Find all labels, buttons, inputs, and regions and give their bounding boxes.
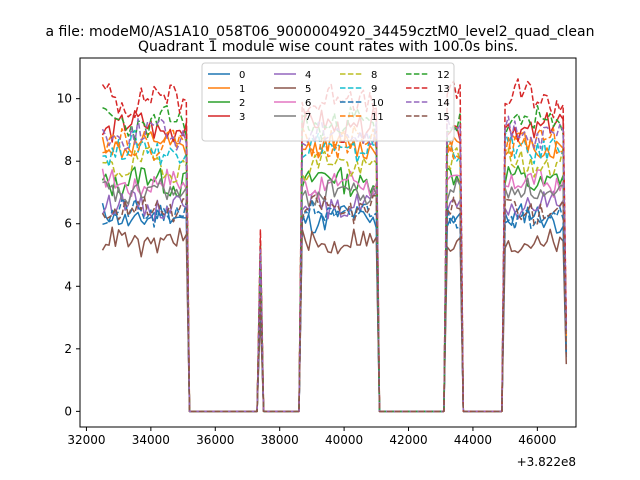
legend-label-12: 12 [437,70,450,81]
y-tick-label-8: 8 [64,154,72,168]
plot-area-frame [79,57,577,428]
x-tick-label-38000: 38000 [261,433,299,447]
chart-title: Quadrant 1 module wise count rates with … [138,39,518,55]
legend-label-10: 10 [371,98,384,109]
x-axis-offset-label: +3.822e8 [517,455,576,469]
legend-label-7: 7 [305,112,311,123]
x-tick-label-42000: 42000 [389,433,427,447]
series-line-4 [101,189,568,413]
legend-label-8: 8 [371,70,377,81]
legend-label-14: 14 [437,98,450,109]
series-line-3 [101,107,568,413]
series-line-0 [101,203,568,413]
x-tick-label-36000: 36000 [196,433,234,447]
y-axis: 0 2 4 6 8 10 [57,92,80,418]
legend-label-6: 6 [305,98,311,109]
series-line-12 [102,104,568,413]
y-tick-label-10: 10 [57,92,72,106]
series-line-5 [101,226,568,413]
y-tick-label-2: 2 [64,342,72,356]
legend-label-9: 9 [371,84,377,95]
legend-label-1: 1 [239,84,245,95]
x-tick-label-32000: 32000 [67,433,105,447]
series-line-8 [102,145,568,413]
series-line-15 [101,194,568,413]
series-line-10 [102,198,568,413]
legend-label-2: 2 [239,98,245,109]
legend-label-11: 11 [371,112,384,123]
legend-label-13: 13 [437,84,450,95]
x-tick-label-46000: 46000 [518,433,556,447]
legend-label-4: 4 [305,70,311,81]
y-tick-label-0: 0 [64,404,72,418]
series-line-1 [101,129,568,413]
legend-label-0: 0 [239,70,245,81]
legend-frame [201,62,455,142]
legend-label-5: 5 [305,84,311,95]
x-axis: 32000 34000 36000 38000 40000 42000 44000 46000 [67,427,556,447]
legend-label-3: 3 [239,112,245,123]
x-tick-label-34000: 34000 [132,433,170,447]
series-line-14 [101,115,568,413]
figure-suptitle: a file: modeM0/AS1A10_058T06_9000004920_… [46,24,595,40]
series-line-11 [102,125,568,413]
legend-label-15: 15 [437,112,450,123]
x-tick-label-40000: 40000 [325,433,363,447]
x-tick-label-44000: 44000 [454,433,492,447]
y-tick-label-4: 4 [64,279,72,293]
y-tick-label-6: 6 [64,217,72,231]
series-line-9 [102,129,568,413]
